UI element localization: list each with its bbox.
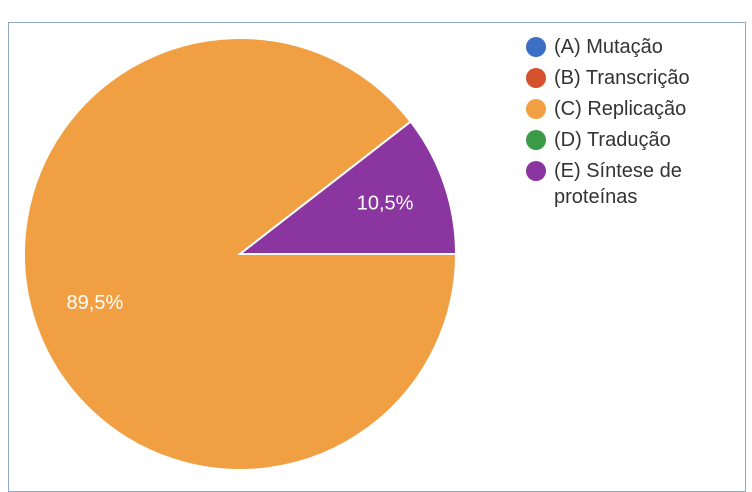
legend-label: (E) Síntese de proteínas [554, 160, 682, 208]
legend-label: (C) Replicação [554, 98, 687, 120]
slice-label: 10,5% [357, 193, 414, 215]
legend: (A) Mutação (B) Transcrição (C) Replicação… [526, 34, 746, 215]
legend-swatch [526, 37, 546, 57]
legend-item: (E) Síntese de proteínas [526, 158, 746, 210]
legend-label: (D) Tradução [554, 129, 671, 151]
legend-swatch [526, 161, 546, 181]
legend-item: (C) Replicação [526, 96, 746, 122]
legend-item: (B) Transcrição [526, 65, 746, 91]
legend-item: (D) Tradução [526, 127, 746, 153]
legend-swatch [526, 68, 546, 88]
legend-label: (A) Mutação [554, 36, 663, 58]
slice-label: 89,5% [67, 292, 124, 314]
legend-swatch [526, 130, 546, 150]
legend-item: (A) Mutação [526, 34, 746, 60]
pie-slice [237, 120, 458, 255]
legend-label: (B) Transcrição [554, 67, 690, 89]
legend-swatch [526, 99, 546, 119]
